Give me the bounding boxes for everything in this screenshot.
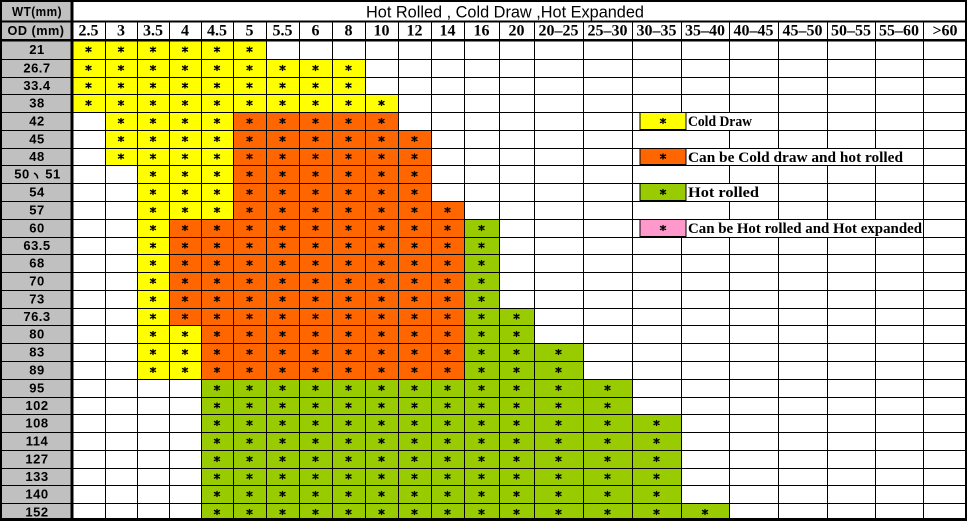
- svg-text:Can be Cold draw and hot rolle: Can be Cold draw and hot rolled: [688, 150, 904, 166]
- svg-text:50–55: 50–55: [831, 23, 871, 40]
- svg-text:114: 114: [26, 434, 49, 449]
- svg-text:26.7: 26.7: [23, 61, 50, 76]
- svg-text:33.4: 33.4: [23, 78, 51, 93]
- svg-text:14: 14: [440, 23, 456, 40]
- svg-text:73: 73: [29, 292, 44, 307]
- svg-text:3: 3: [117, 23, 125, 40]
- svg-text:3.5: 3.5: [143, 23, 163, 40]
- svg-text:20: 20: [509, 23, 525, 40]
- svg-text:55–60: 55–60: [879, 23, 919, 40]
- svg-text:2.5: 2.5: [79, 23, 99, 40]
- svg-text:108: 108: [25, 416, 48, 431]
- svg-text:10: 10: [374, 23, 390, 40]
- svg-text:16: 16: [474, 23, 490, 40]
- svg-text:45: 45: [29, 132, 44, 147]
- svg-text:102: 102: [25, 398, 48, 413]
- svg-text:4.5: 4.5: [207, 23, 227, 40]
- svg-text:8: 8: [345, 23, 353, 40]
- svg-text:38: 38: [29, 96, 44, 111]
- svg-text:21: 21: [29, 42, 44, 57]
- svg-text:Hot rolled: Hot rolled: [688, 185, 760, 201]
- svg-text:95: 95: [29, 381, 44, 396]
- svg-text:Cold Draw: Cold Draw: [688, 114, 752, 130]
- svg-text:68: 68: [29, 256, 44, 271]
- svg-text:6: 6: [312, 23, 320, 40]
- svg-text:152: 152: [25, 505, 48, 520]
- svg-text:25–30: 25–30: [588, 23, 628, 40]
- svg-text:80: 80: [29, 327, 44, 342]
- svg-text:5.5: 5.5: [273, 23, 293, 40]
- svg-text:51: 51: [45, 167, 60, 182]
- svg-text:45–50: 45–50: [783, 23, 823, 40]
- svg-text:63.5: 63.5: [23, 238, 50, 253]
- svg-text:140: 140: [25, 487, 48, 502]
- svg-text:50: 50: [14, 167, 29, 182]
- svg-text:127: 127: [25, 452, 48, 467]
- svg-text:76.3: 76.3: [23, 309, 50, 324]
- svg-text:Can be Hot rolled and Hot expa: Can be Hot rolled and Hot expanded: [688, 221, 923, 237]
- svg-text:WT(mm): WT(mm): [12, 4, 62, 19]
- svg-text:30–35: 30–35: [637, 23, 677, 40]
- svg-text:54: 54: [29, 185, 45, 200]
- svg-text:4: 4: [181, 23, 189, 40]
- svg-text:57: 57: [29, 203, 44, 218]
- svg-text:83: 83: [29, 345, 44, 360]
- svg-text:>60: >60: [932, 23, 957, 40]
- svg-text:89: 89: [29, 363, 44, 378]
- svg-text:40–45: 40–45: [734, 23, 774, 40]
- svg-text:12: 12: [407, 23, 423, 40]
- svg-text:Hot Rolled , Cold Draw ,Hot E: Hot Rolled , Cold Draw ,Hot Expanded: [366, 4, 644, 22]
- svg-text:60: 60: [29, 221, 44, 236]
- svg-text:5: 5: [246, 23, 254, 40]
- svg-text:48: 48: [29, 149, 44, 164]
- svg-text:70: 70: [29, 274, 44, 289]
- svg-text:133: 133: [25, 469, 48, 484]
- svg-text:35–40: 35–40: [685, 23, 725, 40]
- svg-text:OD (mm): OD (mm): [8, 23, 65, 38]
- svg-text:20–25: 20–25: [539, 23, 579, 40]
- svg-text:42: 42: [29, 114, 44, 129]
